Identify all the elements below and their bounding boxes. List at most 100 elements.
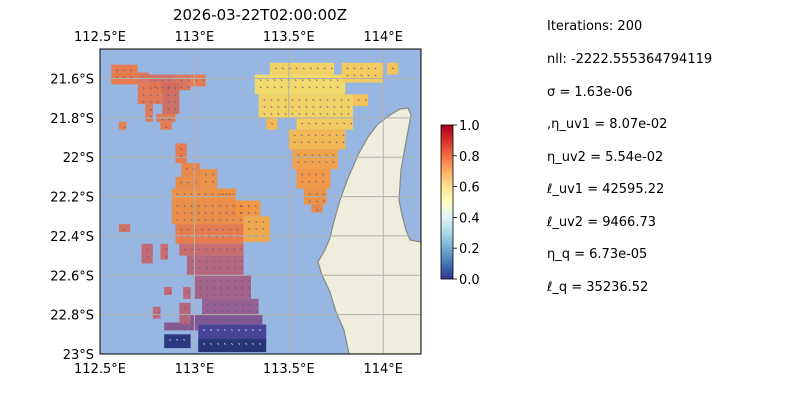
colorbar-tick-label: 1.0 [459,119,480,134]
quiver-arrow [198,260,201,263]
heatmap-cell [175,176,200,189]
quiver-arrow [336,122,339,125]
quiver-arrow [308,200,311,203]
quiver-arrow [174,108,177,111]
quiver-arrow [294,86,297,89]
quiver-arrow [255,303,258,306]
quiver-arrow [258,319,261,322]
quiver-arrow [227,293,230,296]
quiver-arrow [165,126,168,129]
quiver-arrow [212,248,215,251]
quiver-arrow [237,329,241,332]
quiver-arrow [229,228,232,231]
quiver-arrow [225,219,228,222]
x-tick-label-bottom: 113.5°E [263,362,315,377]
quiver-arrow [199,279,202,282]
heatmap-cell [152,306,161,319]
colorbar-gradient [440,124,454,280]
quiver-arrow [195,79,198,82]
quiver-arrow [305,105,308,108]
quiver-arrow [308,122,311,125]
quiver-arrow [326,98,329,101]
map-title: 2026-03-22T02:00:00Z [173,6,347,24]
heatmap-cell [269,62,335,75]
quiver-arrow [206,286,209,289]
quiver-arrow [347,112,350,115]
map-frame [99,48,422,355]
quiver-arrow [220,286,223,289]
y-tick-label: 23°S [63,348,94,363]
quiver-arrow [142,101,145,104]
quiver-arrow [342,134,345,137]
quiver-arrow [241,286,244,289]
quiver-arrow [183,193,186,196]
quiver-arrow [212,260,215,263]
quiver-arrow [153,86,156,89]
quiver-arrow [270,98,273,101]
y-tick-label: 22.6°S [50,269,94,284]
quiver-arrow [251,329,255,332]
quiver-arrow [223,329,227,332]
heatmap-cell [160,243,168,260]
quiver-arrow [284,105,287,108]
quiver-arrow [280,86,283,89]
quiver-arrow [340,112,343,115]
x-tick-label-top: 113°E [175,30,215,45]
quiver-arrow [266,79,269,82]
quiver-arrow [221,193,224,196]
param-iterations: Iterations: 200 [547,19,643,34]
quiver-arrow [357,98,360,101]
quiver-arrow [183,212,186,215]
quiver-arrow [184,321,187,324]
heatmap-cell [181,163,201,177]
quiver-arrow [237,319,240,322]
y-tick-label: 21.6°S [50,73,94,88]
quiver-arrow [204,173,207,176]
quiver-arrow [218,193,221,196]
heatmap-cell [202,298,259,315]
quiver-arrow [222,228,225,231]
x-tick-label-bottom: 114°E [363,362,403,377]
heatmap-cell [200,169,218,189]
quiver-arrows [116,67,394,345]
quiver-arrow [236,228,239,231]
quiver-arrow [323,67,326,70]
quiver-arrow [215,228,218,231]
quiver-arrow [153,79,156,82]
quiver-arrow [216,342,220,345]
quiver-arrow [240,212,243,215]
quiver-arrow [150,115,153,118]
quiver-arrow [248,310,251,313]
quiver-arrow [218,205,221,208]
heatmap-cell [353,94,369,107]
quiver-arrow [198,248,201,251]
heatmap-cell [254,74,346,95]
quiver-arrow [213,286,216,289]
quiver-arrow [247,205,250,208]
x-ticks-top: 112.5°E 113°E 113.5°E 114°E [74,30,403,45]
quiver-arrow [364,98,367,101]
quiver-arrow [244,319,247,322]
quiver-arrow [218,212,221,215]
quiver-arrow [187,291,190,294]
quiver-arrow [184,248,187,251]
quiver-arrow [244,329,248,332]
quiver-arrow [316,67,319,70]
quiver-arrow [336,79,339,82]
quiver-arrow [340,105,343,108]
quiver-arrow [241,293,244,296]
quiver-arrow [219,248,222,251]
land-mass [317,49,421,354]
quiver-arrow [350,122,353,125]
quiver-arrow [199,286,202,289]
quiver-arrow [333,98,336,101]
quiver-arrow [298,98,301,101]
quiver-arrow [198,267,201,270]
quiver-arrow [220,310,223,313]
param-ell-q: ℓ_q = 35236.52 [547,280,649,295]
quiver-arrow [160,86,163,89]
quiver-arrow [146,255,149,258]
quiver-arrow [297,161,300,163]
quiver-arrow [374,74,377,77]
quiver-arrow [353,74,356,77]
